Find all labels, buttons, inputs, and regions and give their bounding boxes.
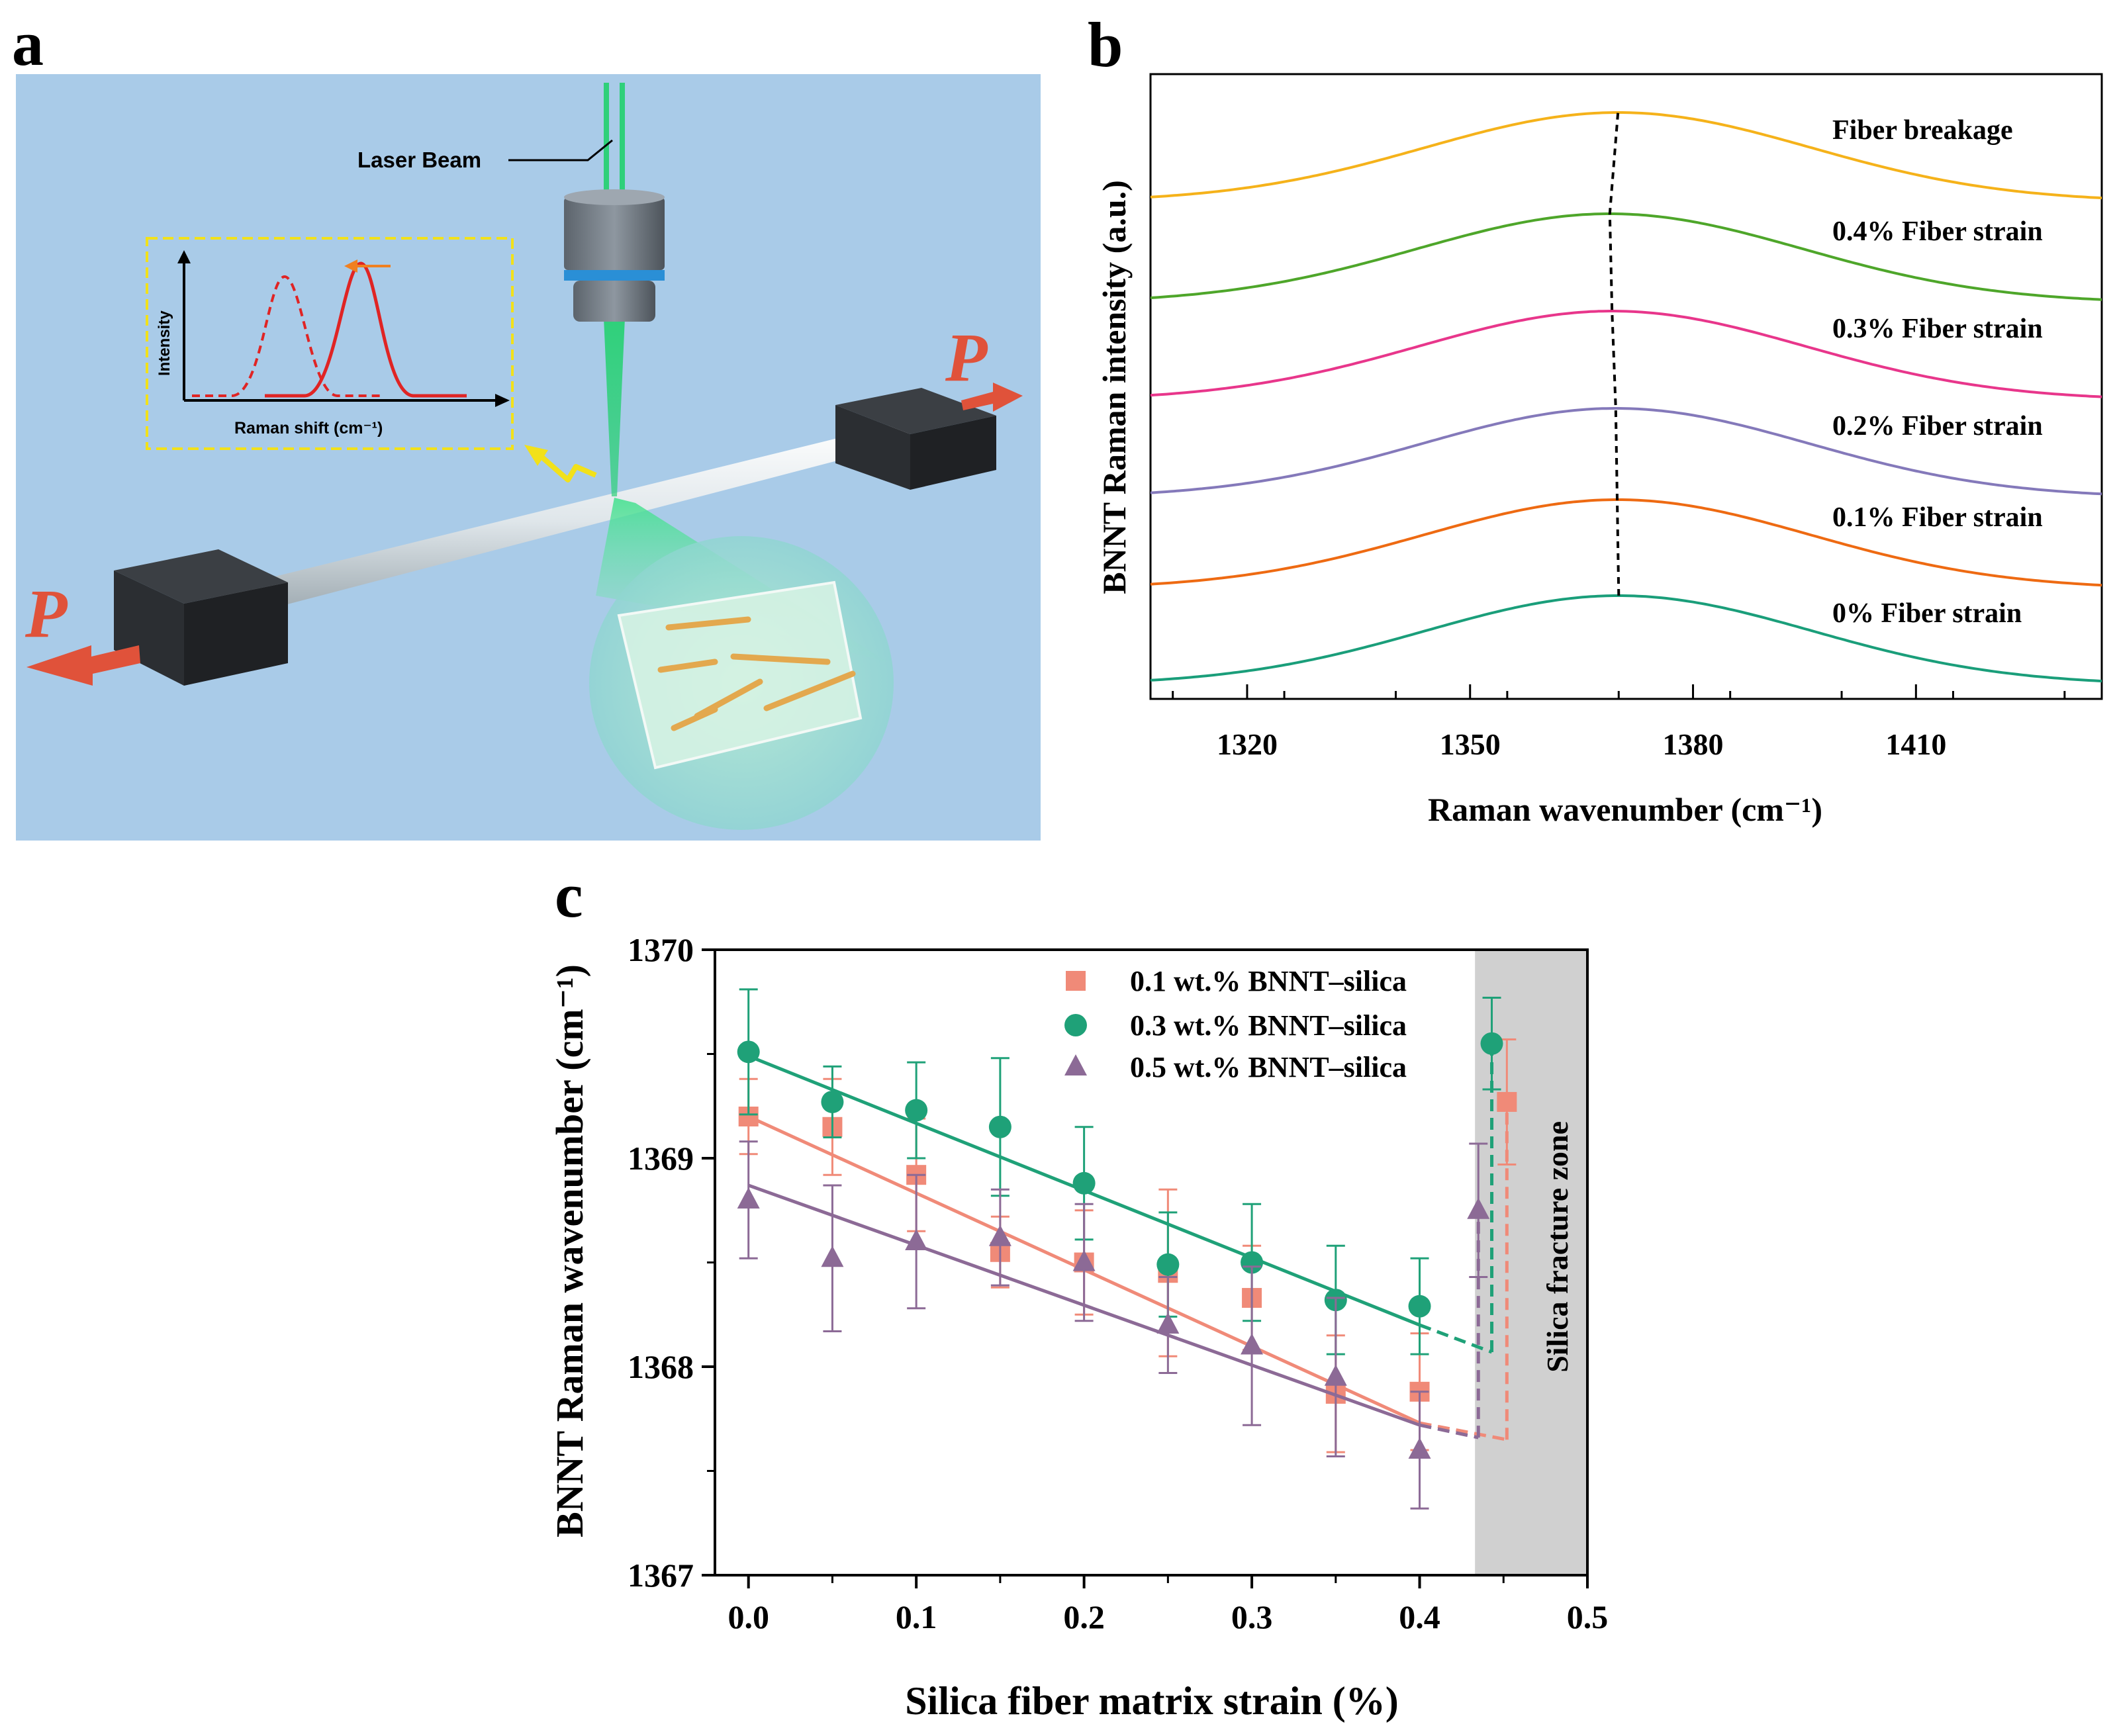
panel-c-frame <box>714 948 1589 1576</box>
data-point <box>1324 1364 1347 1386</box>
spectrum-line <box>1150 310 2102 398</box>
silica-fiber-rod <box>211 424 908 619</box>
x-tick-label: 1410 <box>1885 727 1946 761</box>
objective-lens <box>564 189 665 322</box>
series-label: 0% Fiber strain <box>1832 598 2022 629</box>
panel-c-ticks: 0.0 0.1 0.2 0.3 0.4 0.5 1367 1368 1369 1370 <box>628 931 1608 1635</box>
legend-label: 0.5 wt.% BNNT–silica <box>1130 1051 1407 1083</box>
data-point <box>1064 1054 1087 1075</box>
x-tick-label: 1350 <box>1440 727 1501 761</box>
spectrum-line <box>1150 212 2102 301</box>
panel-a: a P P <box>12 8 1041 841</box>
data-point <box>1408 1295 1431 1318</box>
data-point <box>1156 1312 1180 1334</box>
data-point <box>905 1229 928 1250</box>
series-group <box>738 1038 1517 1453</box>
data-point <box>1497 1091 1517 1112</box>
force-label-left: P <box>24 576 68 652</box>
y-tick-label: 1369 <box>628 1140 694 1177</box>
panel-c: c Silica fracture zone 0.0 0.1 0.2 0.3 0.4 0.… <box>548 860 1608 1723</box>
data-point <box>821 1090 844 1113</box>
series-label: Fiber breakage <box>1832 115 2013 146</box>
data-point <box>988 1224 1011 1246</box>
signal-arrow-icon <box>540 455 597 482</box>
data-point <box>1408 1438 1431 1459</box>
laser-beam-label: Laser Beam <box>357 148 481 172</box>
bnnt-fibers <box>657 616 856 731</box>
legend-label: 0.3 wt.% BNNT–silica <box>1130 1009 1407 1042</box>
inset-original-peak <box>265 261 467 398</box>
x-tick-label: 0.1 <box>896 1598 937 1635</box>
data-point <box>905 1099 928 1122</box>
series-label: 0.1% Fiber strain <box>1832 502 2043 533</box>
right-clamp <box>835 388 996 490</box>
x-tick-label: 0.3 <box>1231 1598 1273 1635</box>
data-point <box>737 1187 760 1209</box>
panel-c-letter: c <box>555 860 583 931</box>
y-tick-label: 1368 <box>628 1348 694 1385</box>
panel-b-xlabel: Raman wavenumber (cm⁻¹) <box>1428 791 1822 828</box>
panel-b-x-ticks: 1320 1350 1380 1410 <box>1172 684 2066 761</box>
x-tick-label: 0.5 <box>1567 1598 1609 1635</box>
inset-shifted-peak <box>192 275 384 397</box>
panel-b-curves: 0% Fiber strain 0.1% Fiber strain 0.2% Fib… <box>1150 111 2102 683</box>
fracture-zone-label: Silica fracture zone <box>1540 1121 1574 1373</box>
data-point <box>1467 1197 1490 1219</box>
laser-label-leader <box>508 139 613 161</box>
panel-b: b 0% Fiber strain 0.1% Fiber strain 0.2% F… <box>1088 9 2103 828</box>
fit-extrapolation <box>1419 1323 1493 1354</box>
spectrum-line <box>1150 111 2102 200</box>
data-point <box>1480 1032 1503 1055</box>
x-tick-label: 0.2 <box>1063 1598 1105 1635</box>
data-point <box>1064 1014 1087 1036</box>
legend-label: 0.1 wt.% BNNT–silica <box>1130 965 1407 997</box>
panel-b-letter: b <box>1088 9 1123 80</box>
data-point <box>1072 1171 1096 1195</box>
data-point <box>1072 1250 1096 1271</box>
fit-extrapolation <box>1419 1423 1479 1439</box>
spectrum-line <box>1150 498 2102 587</box>
series-group <box>737 988 1503 1355</box>
inset-xlabel: Raman shift (cm⁻¹) <box>234 419 383 437</box>
data-point <box>1241 1333 1264 1355</box>
x-tick-label: 1380 <box>1663 727 1724 761</box>
y-tick-label: 1370 <box>628 931 694 968</box>
panel-b-ylabel: BNNT Raman intensity (a.u.) <box>1096 180 1133 594</box>
y-tick-label: 1367 <box>628 1557 694 1594</box>
panel-b-frame <box>1149 73 2103 700</box>
data-point <box>988 1115 1011 1138</box>
inset-ylabel: Intensity <box>156 310 173 376</box>
panel-c-ylabel: BNNT Raman wavenumber (cm⁻¹) <box>548 964 591 1537</box>
data-point <box>1066 971 1086 991</box>
panel-c-plot <box>737 988 1517 1510</box>
data-point <box>1241 1251 1264 1274</box>
panel-a-letter: a <box>12 8 44 79</box>
x-tick-label: 1320 <box>1217 727 1278 761</box>
series-label: 0.3% Fiber strain <box>1832 314 2043 344</box>
x-tick-label: 0.0 <box>728 1598 769 1635</box>
data-point <box>1156 1253 1180 1276</box>
data-point <box>821 1246 844 1267</box>
raman-shift-inset: Intensity Raman shift (cm⁻¹) <box>146 237 514 450</box>
peak-shift-dashed-line <box>1608 112 1621 596</box>
force-arrow-left: P <box>24 576 140 686</box>
fit-extrapolation <box>1419 1421 1507 1441</box>
spectrum-line <box>1150 407 2102 496</box>
data-point <box>737 1040 760 1064</box>
force-arrow-right: P <box>945 320 1023 412</box>
force-label-right: P <box>945 320 988 396</box>
series-label: 0.4% Fiber strain <box>1832 216 2043 247</box>
panel-c-legend: 0.1 wt.% BNNT–silica 0.3 wt.% BNNT–silica… <box>1064 965 1407 1083</box>
panel-c-xlabel: Silica fiber matrix strain (%) <box>905 1679 1398 1723</box>
spectrum-line <box>1150 594 2102 683</box>
series-group <box>737 1140 1490 1510</box>
x-tick-label: 0.4 <box>1399 1598 1440 1635</box>
series-label: 0.2% Fiber strain <box>1832 411 2043 441</box>
